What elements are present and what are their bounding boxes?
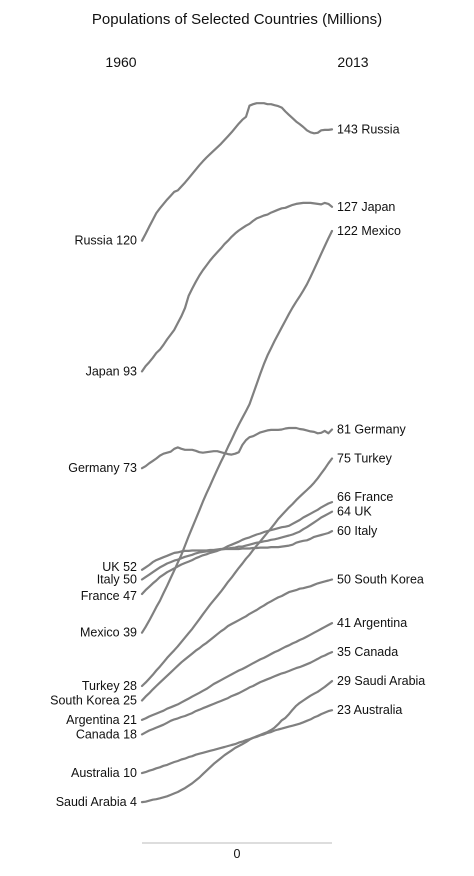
series-labels: Russia 120 143 Russia Japan 93 127 Japan Mex…	[50, 122, 425, 809]
x-tick-label: 0	[234, 847, 241, 861]
end-label-japan: 127 Japan	[337, 200, 395, 214]
end-label-saudi-arabia: 29 Saudi Arabia	[337, 674, 425, 688]
series-line-mexico	[140, 229, 334, 634]
series-line-australia	[140, 709, 334, 775]
start-label-france: France 47	[81, 589, 137, 603]
series-line-canada	[140, 651, 334, 736]
end-label-italy: 60 Italy	[337, 524, 378, 538]
series-line-italy	[140, 530, 334, 581]
start-label-canada: Canada 18	[76, 727, 137, 741]
end-label-mexico: 122 Mexico	[337, 224, 401, 238]
start-label-japan: Japan 93	[86, 364, 137, 378]
start-label-argentina: Argentina 21	[66, 713, 137, 727]
series-line-argentina	[140, 622, 334, 721]
start-label-italy: Italy 50	[97, 573, 137, 587]
series-line-germany	[140, 426, 334, 470]
series-line-south-korea	[140, 578, 334, 702]
series-line-japan	[140, 201, 334, 373]
left-year-label: 1960	[105, 54, 136, 70]
end-label-france: 66 France	[337, 490, 393, 504]
end-label-canada: 35 Canada	[337, 645, 398, 659]
series-line-turkey	[140, 457, 334, 688]
series-layer	[140, 102, 334, 804]
start-label-saudi-arabia: Saudi Arabia 4	[56, 795, 137, 809]
end-label-south-korea: 50 South Korea	[337, 573, 424, 587]
start-label-south-korea: South Korea 25	[50, 694, 137, 708]
start-label-uk: UK 52	[102, 560, 137, 574]
series-line-russia	[140, 102, 334, 242]
right-year-label: 2013	[337, 54, 368, 70]
start-label-mexico: Mexico 39	[80, 626, 137, 640]
end-label-argentina: 41 Argentina	[337, 616, 407, 630]
start-label-russia: Russia 120	[74, 234, 137, 248]
end-label-uk: 64 UK	[337, 505, 372, 519]
start-label-australia: Australia 10	[71, 766, 137, 780]
end-label-germany: 81 Germany	[337, 423, 407, 437]
series-line-france	[140, 501, 334, 596]
start-label-germany: Germany 73	[68, 461, 137, 475]
end-label-turkey: 75 Turkey	[337, 452, 393, 466]
chart-title: Populations of Selected Countries (Milli…	[92, 11, 382, 28]
start-label-turkey: Turkey 28	[82, 679, 137, 693]
series-line-uk	[140, 510, 334, 571]
series-line-saudi-arabia	[140, 680, 334, 804]
end-label-australia: 23 Australia	[337, 703, 402, 717]
end-label-russia: 143 Russia	[337, 122, 400, 136]
